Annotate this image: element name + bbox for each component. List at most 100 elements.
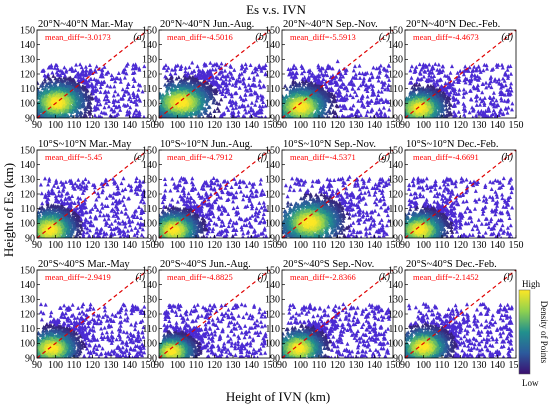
data-point [372,92,377,97]
data-point [365,109,370,114]
data-point [66,88,71,93]
data-point [259,68,264,73]
data-point [428,113,433,118]
data-point [215,106,220,111]
data-point [197,113,202,118]
data-point [291,78,296,83]
data-point [227,77,232,82]
data-point [328,105,333,110]
data-point [99,110,104,115]
data-point [284,106,289,111]
data-point [482,95,487,100]
data-point [159,91,162,96]
data-point [178,67,183,71]
data-point [463,115,467,118]
data-point [88,115,92,118]
data-point [414,95,418,100]
data-point [447,102,452,107]
data-point [196,99,201,104]
data-point [362,104,367,109]
data-point [312,101,317,106]
data-point [297,105,302,110]
data-point [90,84,95,89]
data-point [448,81,453,85]
data-point [58,99,62,103]
data-point [376,93,381,97]
y-tick-label: 90 [25,113,35,124]
data-point [105,97,110,102]
data-point [243,62,248,67]
data-point [172,87,177,92]
data-point [423,112,428,117]
data-point [383,115,386,118]
data-point [51,73,56,78]
data-point [452,102,457,107]
data-point [204,93,209,98]
data-point [287,97,292,102]
data-point [297,96,302,101]
data-point [46,81,51,86]
data-point [82,115,86,118]
data-point [116,92,121,97]
data-point [452,109,456,114]
data-point [180,80,185,85]
data-point [337,77,342,82]
data-point [464,90,469,95]
data-point [412,86,417,91]
data-point [422,69,427,74]
data-point [374,99,378,104]
data-point [369,115,372,118]
data-point [198,90,203,95]
data-point [39,115,43,118]
data-point [83,64,88,69]
data-point [186,71,191,75]
data-point [84,94,89,99]
data-point [205,96,210,101]
data-point [362,76,366,81]
data-point [199,87,204,92]
data-point [88,77,93,82]
data-point [134,101,139,106]
data-point [49,79,54,84]
data-point [378,97,383,102]
data-point [335,59,340,64]
data-point [381,82,386,87]
data-point [462,91,466,96]
data-point [165,91,170,96]
data-point [181,110,186,115]
data-point [244,65,249,70]
x-tick-label: 90 [32,120,42,131]
data-point [316,92,321,97]
data-point [228,63,233,68]
data-point [257,82,262,87]
data-point [436,94,441,99]
data-point [248,63,253,67]
data-point [443,94,448,99]
data-point [220,92,225,96]
data-point [68,104,73,109]
data-point [308,68,312,73]
data-point [216,83,221,87]
data-point [179,64,184,68]
data-point [421,64,426,69]
data-point [214,89,219,93]
data-point [46,72,51,77]
data-point [70,77,75,82]
data-point [416,91,421,96]
data-point [239,96,244,101]
data-point [226,87,231,92]
data-point [321,66,325,71]
data-point [239,71,244,76]
data-point [365,85,370,90]
data-point [253,102,258,107]
data-point [317,67,322,72]
data-point [500,65,505,70]
data-point [45,87,50,92]
data-point [359,98,364,103]
data-point [254,67,259,72]
data-point [190,60,195,65]
data-point [74,62,79,67]
data-point [312,112,317,117]
data-point [64,104,69,109]
data-point [289,108,294,112]
